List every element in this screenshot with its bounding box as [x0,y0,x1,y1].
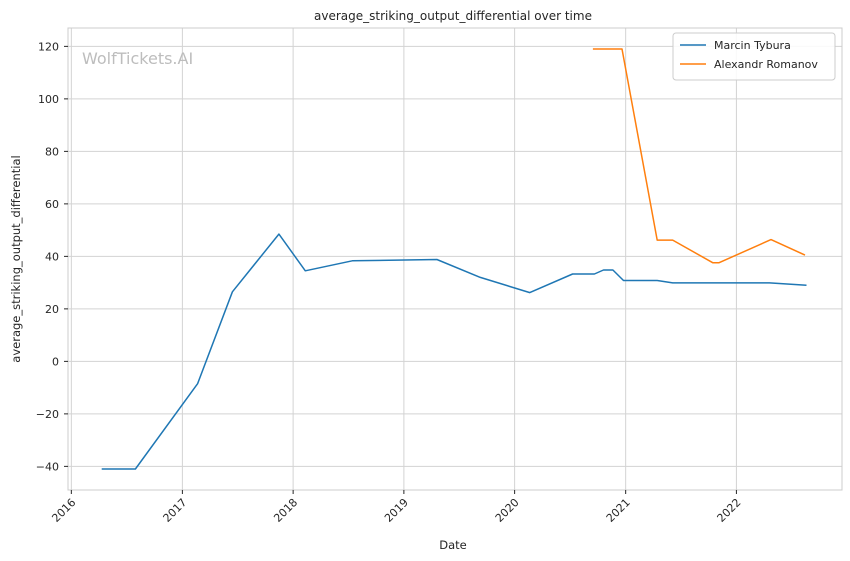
chart-title: average_striking_output_differential ove… [314,9,592,23]
series-lines [101,48,807,470]
y-axis-ticks: −40 −20 0 20 40 60 80 100 120 [36,40,68,473]
plot-frame [67,27,843,491]
x-axis-ticks: 2016 2017 2018 2019 2020 2021 2022 [49,490,744,525]
x-tick-label: 2021 [604,496,633,525]
x-tick-label: 2017 [161,496,190,525]
y-tick-label: 40 [45,250,59,263]
x-tick-label: 2020 [493,496,522,525]
y-tick-label: −20 [36,408,59,421]
plot-background [68,28,842,490]
y-tick-label: 0 [52,355,59,368]
legend: Marcin Tybura Alexandr Romanov [672,32,836,81]
y-tick-label: 20 [45,303,59,316]
plot-area: WolfTickets.AI [67,27,843,491]
x-axis-label: Date [439,538,467,552]
grid-lines [68,28,842,490]
y-tick-label: 60 [45,198,59,211]
series-line-1 [592,48,806,264]
x-tick-label: 2022 [715,496,744,525]
y-tick-label: −40 [36,460,59,473]
watermark-text: WolfTickets.AI [82,49,193,68]
series-line-0 [101,233,807,470]
legend-label: Alexandr Romanov [714,58,818,71]
legend-label: Marcin Tybura [714,39,791,52]
x-tick-label: 2018 [271,496,300,525]
y-tick-label: 80 [45,145,59,158]
y-axis-label: average_striking_output_differential [9,155,23,362]
x-tick-label: 2016 [49,496,78,525]
legend-box [672,32,836,81]
y-tick-label: 100 [38,93,59,106]
x-tick-label: 2019 [382,496,411,525]
y-tick-label: 120 [38,40,59,53]
